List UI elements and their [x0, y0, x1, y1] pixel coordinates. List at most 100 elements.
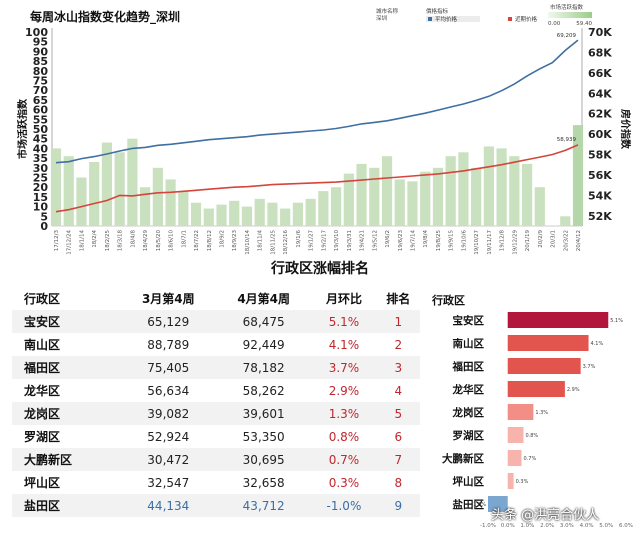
activity-gradient-bar	[548, 12, 592, 18]
bar-x-tick-label: -1.0%	[480, 523, 496, 529]
left-tick-label: 30	[33, 162, 49, 175]
mom-cell: -1.0%	[311, 494, 377, 517]
district-cell: 南山区	[24, 338, 61, 352]
x-tick-label: 19/10/6	[461, 230, 467, 252]
x-tick-label: 19/3/31	[347, 230, 353, 251]
x-tick-label: 18/7/22	[194, 230, 200, 251]
activity-bar	[318, 191, 329, 226]
left-tick-label: 60	[33, 104, 49, 117]
district-bar	[507, 381, 565, 397]
bar-value-label: 0.3%	[516, 479, 529, 485]
header-mom: 月环比	[325, 291, 362, 306]
legend-market-label: 近期价格	[515, 15, 538, 23]
bar-category-label: 福田区	[452, 360, 485, 373]
activity-bar	[471, 167, 482, 226]
table-row: 龙华区 56,634 58,262 2.9% 4	[12, 379, 420, 402]
left-tick-label: 40	[33, 142, 49, 155]
bar-x-tick-label: 1.0%	[520, 523, 534, 529]
activity-bar	[203, 208, 214, 226]
bar-category-label: 大鹏新区	[442, 452, 484, 465]
x-tick-label: 19/11/17	[487, 230, 493, 255]
right-tick-label: 66K	[588, 67, 612, 80]
activity-bar	[178, 191, 189, 226]
district-bar	[507, 358, 581, 374]
legend-avg-bg	[426, 16, 480, 22]
x-tick-label: 18/11/4	[258, 230, 264, 252]
district-cell: 龙岗区	[12, 402, 121, 425]
activity-bar	[305, 198, 316, 226]
activity-bar	[356, 163, 367, 226]
left-tick-label: 25	[33, 172, 48, 185]
watermark-text: 头条 @洪亮合伙人	[491, 508, 600, 523]
bar-category-label: 龙岗区	[452, 406, 485, 419]
x-tick-label: 18/2/25	[105, 230, 111, 252]
rank-cell: 1	[376, 310, 420, 333]
x-tick-label: 19/1/6	[296, 229, 302, 247]
left-tick-label: 75	[33, 75, 48, 88]
activity-bar	[394, 179, 405, 226]
left-tick-label: 35	[33, 152, 48, 165]
district-bar	[507, 404, 534, 420]
left-tick-label: 80	[33, 65, 49, 78]
activity-bar	[127, 138, 138, 226]
x-tick-label: 19/6/2	[385, 230, 391, 248]
x-tick-label: 18/8/12	[207, 230, 213, 251]
activity-max-label: 59.40	[576, 21, 592, 27]
chart-title: 每周冰山指数变化趋势_深圳	[30, 9, 180, 25]
rank-cell: 5	[376, 402, 420, 425]
activity-bar	[292, 202, 303, 226]
activity-bar	[101, 142, 113, 226]
district-ranking-table: 行政区 3月第4周 4月第4周 月环比 排名 宝安区 65,129 68,475 5.…	[12, 286, 420, 517]
activity-bar	[114, 152, 125, 226]
district-bar	[507, 312, 609, 328]
activity-bar	[432, 167, 444, 226]
city-label: 城市名称	[376, 7, 399, 15]
x-tick-label: 18/4/8	[130, 229, 136, 247]
week3-cell: 65,129	[120, 310, 216, 333]
right-tick-label: 70K	[588, 26, 612, 39]
metric-label: 價格指标	[426, 7, 449, 15]
table-body: 宝安区 65,129 68,475 5.1% 1 南山区 88,789 92,449 4.1% 2…	[12, 310, 420, 517]
x-tick-label: 19/6/23	[398, 230, 404, 252]
bar-x-tick-label: 4.0%	[580, 523, 594, 529]
mom-cell: 0.8%	[328, 429, 360, 444]
left-tick-label: 95	[33, 36, 48, 49]
activity-bar	[381, 156, 393, 226]
week3-cell: 39,082	[120, 402, 216, 425]
activity-bar	[331, 187, 342, 226]
table-row: 罗湖区 52,924 53,350 0.8% 6	[12, 425, 420, 448]
table-row: 南山区 88,789 92,449 4.1% 2	[12, 333, 420, 356]
x-tick-label: 20/1/19	[525, 230, 531, 252]
x-tick-label: 20/3/22	[563, 230, 569, 251]
week3-cell: 30,472	[120, 448, 216, 471]
legend-avg-swatch	[428, 17, 432, 21]
x-tick-label: 18/9/2	[220, 230, 226, 248]
activity-bar	[407, 181, 418, 226]
right-axis-title: 房价指数	[619, 109, 632, 150]
mom-cell: 2.9%	[328, 383, 360, 398]
activity-bar	[140, 187, 151, 226]
bar-category-label: 罗湖区	[453, 429, 485, 442]
left-tick-label: 45	[33, 133, 48, 146]
x-tick-label: 19/10/27	[474, 230, 480, 255]
week3-cell: 88,789	[147, 337, 190, 352]
activity-legend-label: 市场活跃指数	[550, 3, 584, 11]
activity-bar	[343, 173, 354, 226]
district-cell: 福田区	[12, 356, 121, 379]
city-value: 深圳	[376, 14, 388, 22]
rank-cell: 3	[376, 356, 420, 379]
activity-bar	[76, 177, 87, 226]
x-tick-label: 18/12/16	[283, 230, 289, 255]
bar-category-label: 南山区	[453, 337, 485, 350]
week4-cell: 32,658	[242, 475, 285, 490]
rank-cell: 6	[394, 429, 403, 444]
bar-x-tick-label: 3.0%	[560, 523, 574, 529]
left-tick-label: 5	[40, 210, 48, 223]
bar-x-tick-label: 6.0%	[619, 523, 633, 529]
mom-cell: 1.3%	[311, 402, 377, 425]
left-tick-label: 50	[33, 123, 49, 136]
x-tick-label: 18/5/20	[156, 230, 162, 252]
avg-end-label: 69,209	[557, 33, 577, 39]
